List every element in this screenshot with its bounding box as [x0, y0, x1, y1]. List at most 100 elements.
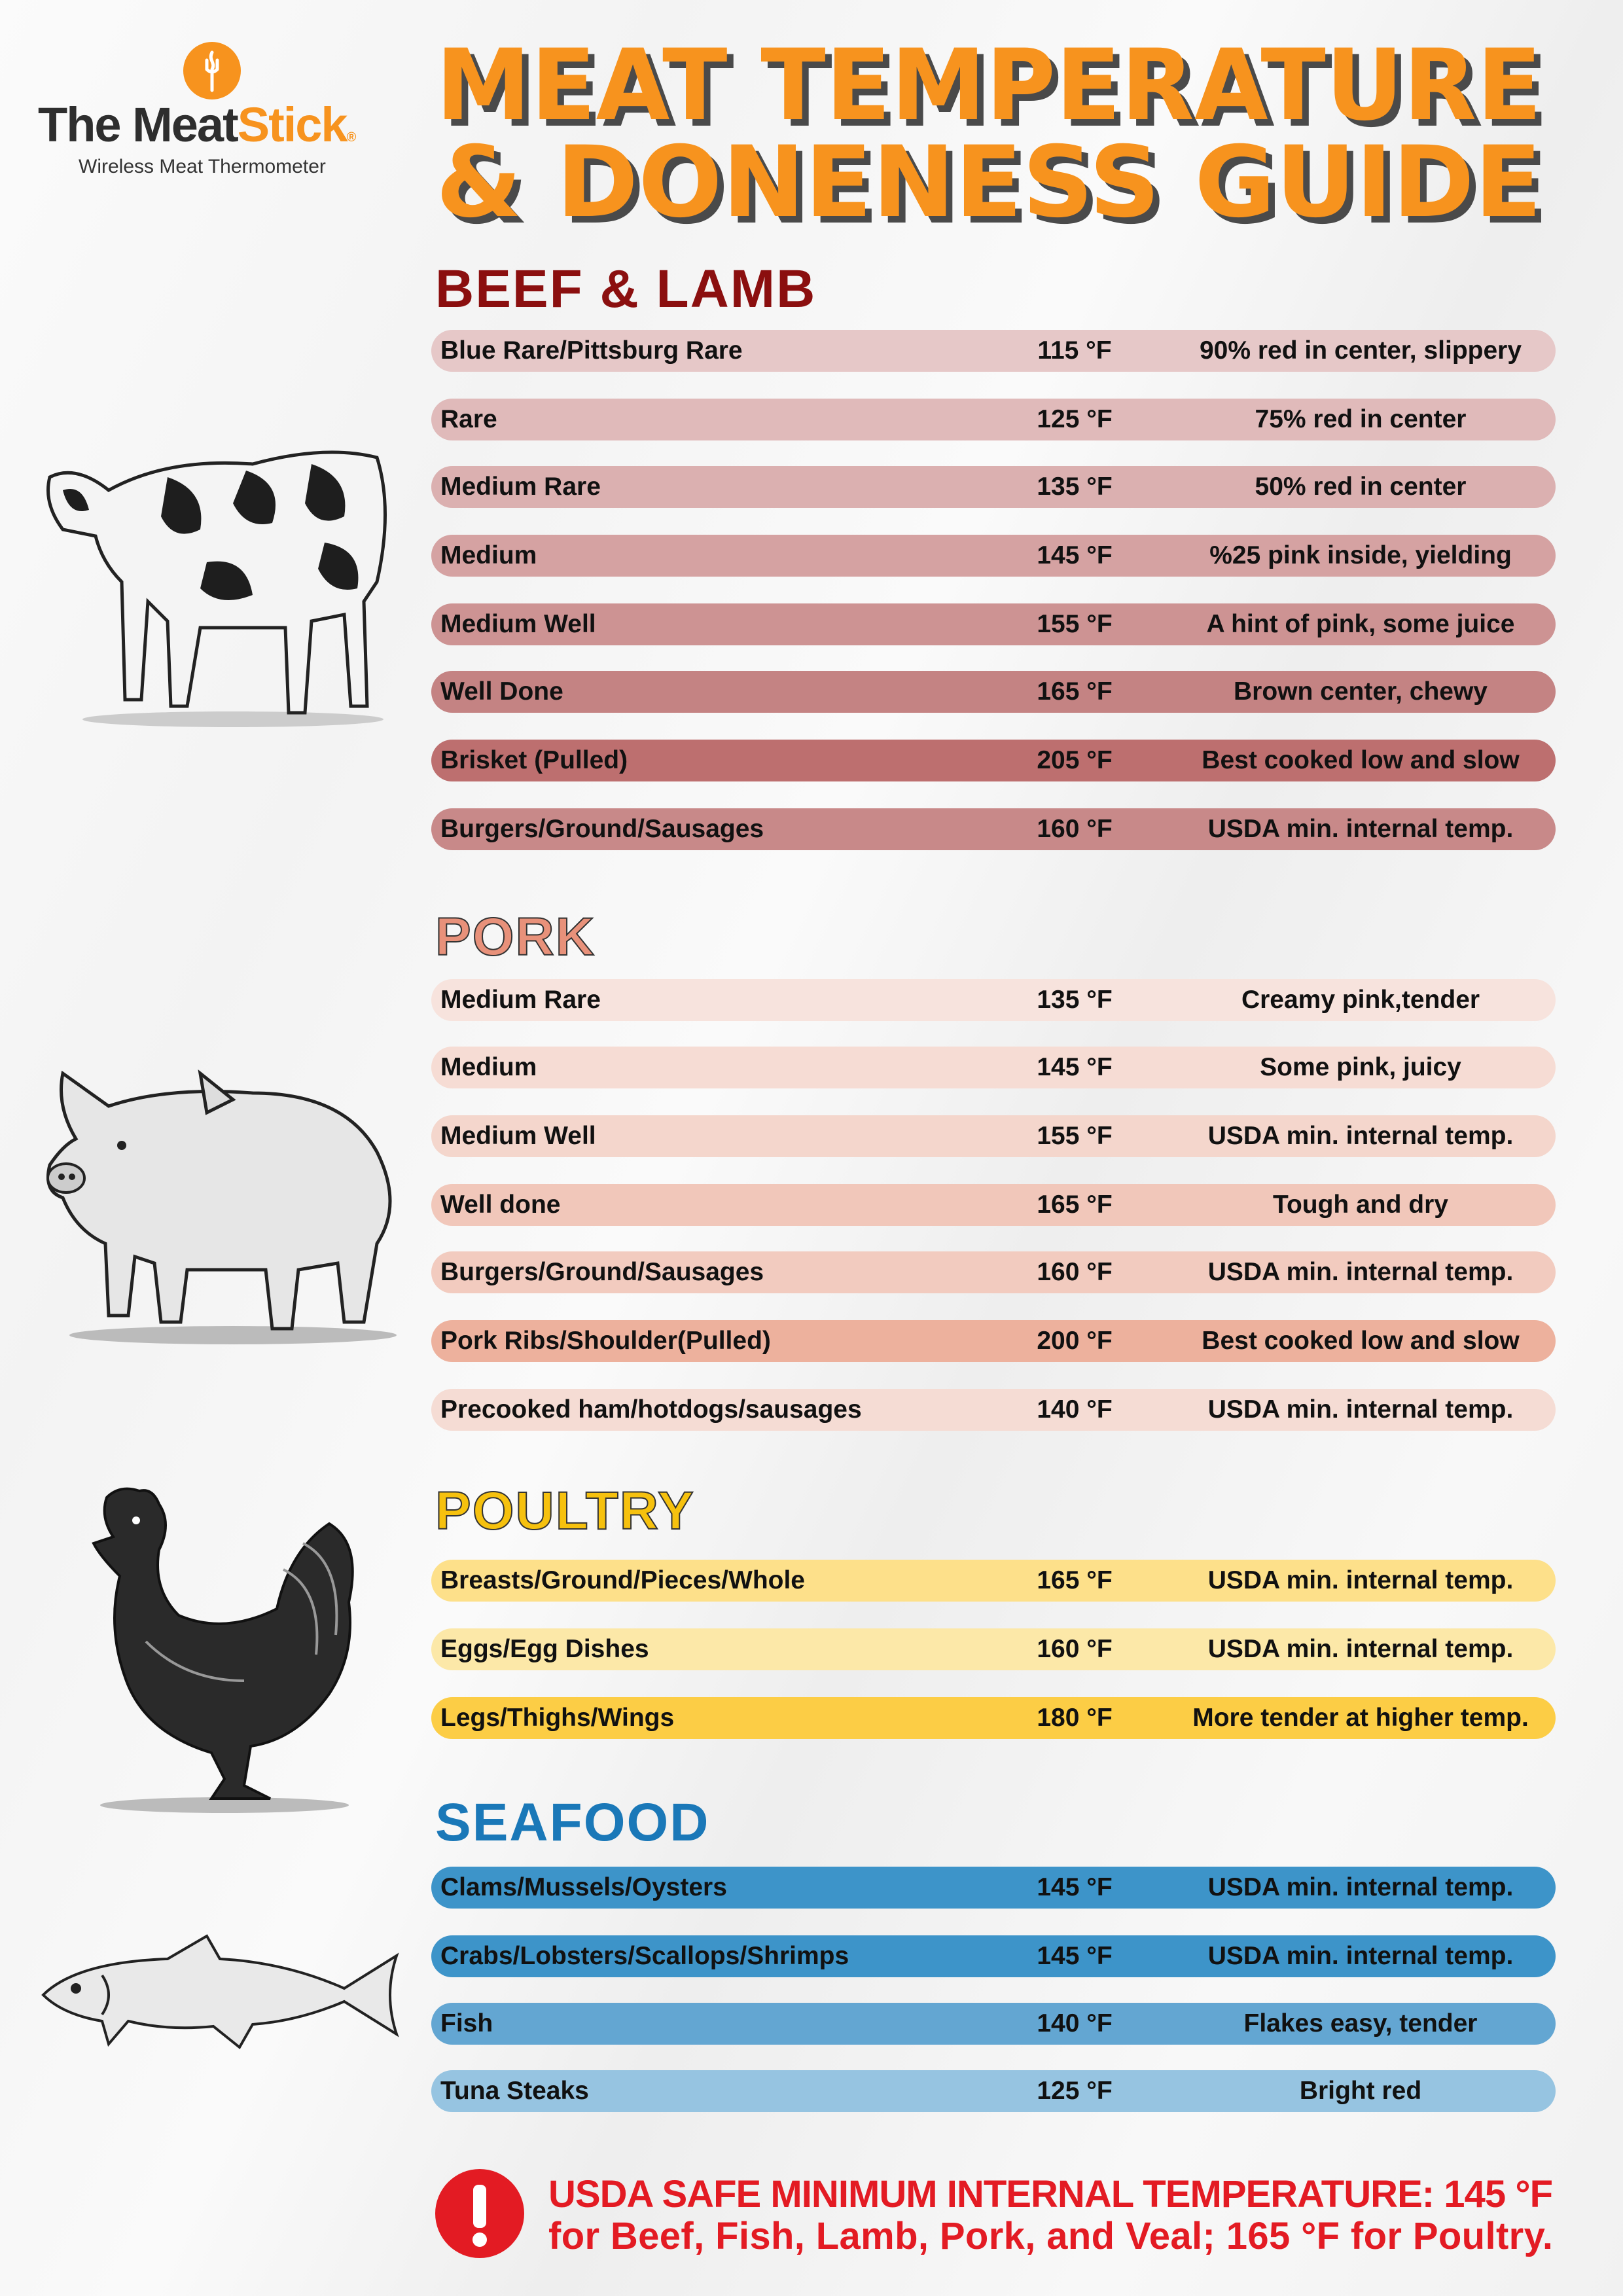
- description-text: USDA min. internal temp.: [1207, 1122, 1514, 1150]
- temperature-value: 125 °F: [1037, 405, 1113, 433]
- description-text: A hint of pink, some juice: [1206, 610, 1515, 638]
- doneness-label: Well Done: [440, 677, 563, 706]
- poultry-row: Eggs/Egg Dishes 160 °F USDA min. internal …: [431, 1628, 1556, 1670]
- beef-row: Blue Rare/Pittsburg Rare 115 °F 90% red in…: [431, 330, 1556, 372]
- beef-row: Medium Well 155 °F A hint of pink, some ju…: [431, 603, 1556, 645]
- temperature-value: 180 °F: [1037, 1704, 1113, 1732]
- section-title-seafood: SEAFOOD: [435, 1793, 710, 1852]
- temperature-value: 145 °F: [1037, 1942, 1113, 1970]
- rooster-illustration: [92, 1487, 354, 1813]
- description-text: Creamy pink,tender: [1241, 986, 1480, 1014]
- doneness-label: Eggs/Egg Dishes: [440, 1635, 649, 1663]
- seafood-row: Clams/Mussels/Oysters 145 °F USDA min. int…: [431, 1867, 1556, 1909]
- doneness-label: Well done: [440, 1191, 561, 1219]
- temperature-value: 165 °F: [1037, 1566, 1113, 1594]
- description-text: Tough and dry: [1273, 1191, 1448, 1219]
- pork-row: Pork Ribs/Shoulder(Pulled) 200 °F Best coo…: [431, 1320, 1556, 1362]
- temperature-value: 155 °F: [1037, 1122, 1113, 1150]
- description-text: Best cooked low and slow: [1202, 746, 1520, 774]
- description-text: USDA min. internal temp.: [1207, 1873, 1514, 1901]
- description-text: More tender at higher temp.: [1192, 1704, 1529, 1732]
- temperature-value: 155 °F: [1037, 610, 1113, 638]
- exclamation-icon: [435, 2169, 524, 2258]
- beef-row: Medium 145 °F %25 pink inside, yielding: [431, 535, 1556, 577]
- temperature-value: 205 °F: [1037, 746, 1113, 774]
- pork-row: Medium Well 155 °F USDA min. internal temp…: [431, 1115, 1556, 1157]
- temperature-value: 160 °F: [1037, 1258, 1113, 1286]
- seafood-row: Tuna Steaks 125 °F Bright red: [431, 2070, 1556, 2112]
- section-title-pork: PORK: [435, 906, 596, 967]
- description-text: USDA min. internal temp.: [1207, 1566, 1514, 1594]
- temperature-value: 160 °F: [1037, 815, 1113, 843]
- doneness-label: Medium Rare: [440, 986, 601, 1014]
- description-text: USDA min. internal temp.: [1207, 815, 1514, 843]
- thermometer-flame-icon: [183, 42, 241, 99]
- description-text: Some pink, juicy: [1260, 1053, 1461, 1081]
- doneness-label: Fish: [440, 2009, 493, 2037]
- doneness-label: Pork Ribs/Shoulder(Pulled): [440, 1327, 771, 1355]
- description-text: USDA min. internal temp.: [1207, 1395, 1514, 1424]
- title-line1: MEAT TEMPERATURE: [436, 29, 1542, 143]
- temperature-value: 135 °F: [1037, 986, 1113, 1014]
- doneness-label: Medium: [440, 1053, 537, 1081]
- usda-notice-line1: USDA SAFE MINIMUM INTERNAL TEMPERATURE: …: [548, 2173, 1553, 2215]
- description-text: Brown center, chewy: [1234, 677, 1488, 706]
- cow-illustration: [46, 450, 387, 727]
- temperature-value: 125 °F: [1037, 2077, 1113, 2105]
- temperature-value: 115 °F: [1037, 336, 1112, 365]
- title-line2: & DONENESS GUIDE: [436, 126, 1542, 240]
- beef-row: Rare 125 °F 75% red in center: [431, 399, 1556, 440]
- temperature-value: 160 °F: [1037, 1635, 1113, 1663]
- description-text: 75% red in center: [1255, 405, 1467, 433]
- description-text: Bright red: [1299, 2077, 1422, 2105]
- pork-row: Well done 165 °F Tough and dry: [431, 1184, 1556, 1226]
- beef-row: Burgers/Ground/Sausages 160 °F USDA min. i…: [431, 808, 1556, 850]
- description-text: USDA min. internal temp.: [1207, 1258, 1514, 1286]
- pork-row: Burgers/Ground/Sausages 160 °F USDA min. i…: [431, 1251, 1556, 1293]
- temperature-value: 145 °F: [1037, 1873, 1113, 1901]
- temperature-value: 145 °F: [1037, 1053, 1113, 1081]
- brand-name: The MeatStick®: [38, 98, 356, 152]
- temperature-value: 140 °F: [1037, 2009, 1113, 2037]
- doneness-label: Legs/Thighs/Wings: [440, 1704, 675, 1732]
- doneness-label: Rare: [440, 405, 497, 433]
- pork-row: Precooked ham/hotdogs/sausages 140 °F USDA…: [431, 1389, 1556, 1431]
- beef-row: Well Done 165 °F Brown center, chewy: [431, 671, 1556, 713]
- doneness-label: Burgers/Ground/Sausages: [440, 1258, 764, 1286]
- description-text: USDA min. internal temp.: [1207, 1942, 1514, 1970]
- temperature-value: 145 °F: [1037, 541, 1113, 569]
- doneness-label: Medium Well: [440, 610, 596, 638]
- doneness-label: Medium Well: [440, 1122, 596, 1150]
- doneness-label: Medium Rare: [440, 473, 601, 501]
- pork-row: Medium Rare 135 °F Creamy pink,tender: [431, 979, 1556, 1021]
- usda-notice-line2: for Beef, Fish, Lamb, Pork, and Veal; 16…: [548, 2215, 1553, 2257]
- doneness-label: Clams/Mussels/Oysters: [440, 1873, 727, 1901]
- poultry-row: Legs/Thighs/Wings 180 °F More tender at hi…: [431, 1697, 1556, 1739]
- description-text: Best cooked low and slow: [1202, 1327, 1520, 1355]
- doneness-label: Blue Rare/Pittsburg Rare: [440, 336, 743, 365]
- doneness-label: Burgers/Ground/Sausages: [440, 815, 764, 843]
- temperature-value: 135 °F: [1037, 473, 1113, 501]
- temperature-value: 140 °F: [1037, 1395, 1113, 1424]
- doneness-label: Brisket (Pulled): [440, 746, 628, 774]
- usda-notice: USDA SAFE MINIMUM INTERNAL TEMPERATURE: …: [435, 2169, 1553, 2258]
- pig-illustration: [46, 1069, 397, 1344]
- description-text: 90% red in center, slippery: [1199, 336, 1522, 365]
- brand-tagline: Wireless Meat Thermometer: [79, 156, 326, 177]
- temperature-value: 165 °F: [1037, 1191, 1113, 1219]
- beef-row: Brisket (Pulled) 205 °F Best cooked low an…: [431, 740, 1556, 781]
- doneness-label: Crabs/Lobsters/Scallops/Shrimps: [440, 1942, 849, 1970]
- fish-illustration: [41, 1934, 399, 2050]
- doneness-label: Medium: [440, 541, 537, 569]
- poultry-row: Breasts/Ground/Pieces/Whole 165 °F USDA mi…: [431, 1560, 1556, 1602]
- temperature-value: 165 °F: [1037, 677, 1113, 706]
- description-text: %25 pink inside, yielding: [1209, 541, 1512, 569]
- description-text: Flakes easy, tender: [1243, 2009, 1478, 2037]
- seafood-row: Fish 140 °F Flakes easy, tender: [431, 2003, 1556, 2045]
- beef-row: Medium Rare 135 °F 50% red in center: [431, 466, 1556, 508]
- doneness-label: Tuna Steaks: [440, 2077, 589, 2105]
- description-text: 50% red in center: [1255, 473, 1467, 501]
- section-title-poultry: POULTRY: [435, 1480, 695, 1541]
- doneness-label: Precooked ham/hotdogs/sausages: [440, 1395, 862, 1424]
- seafood-row: Crabs/Lobsters/Scallops/Shrimps 145 °F USD…: [431, 1935, 1556, 1977]
